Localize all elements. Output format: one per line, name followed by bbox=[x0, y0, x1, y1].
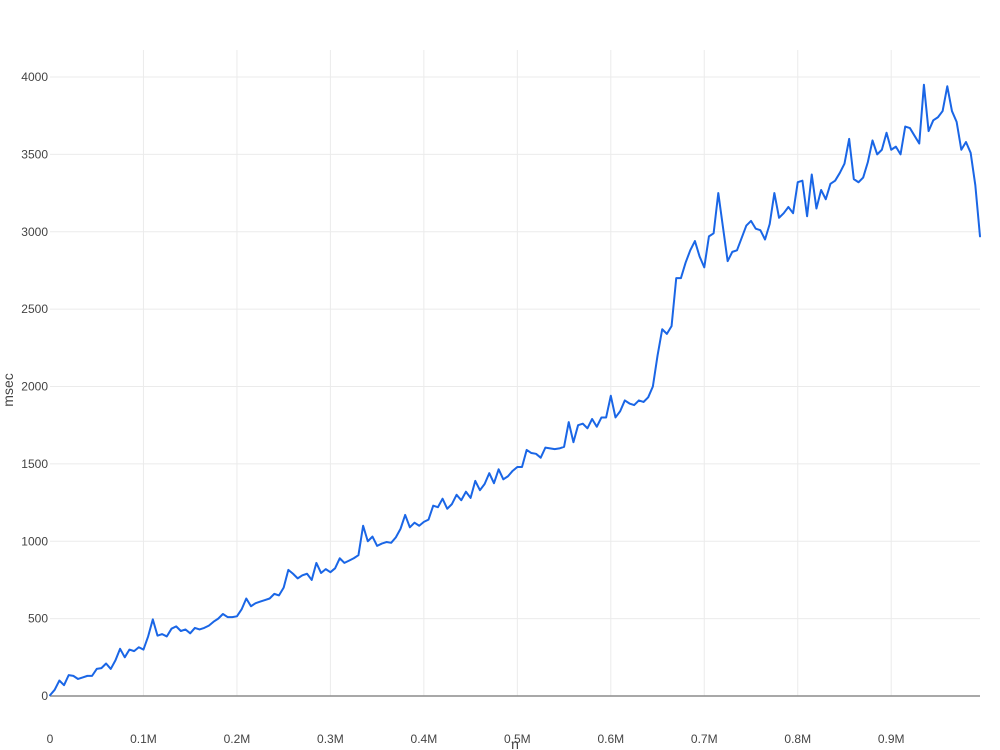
y-tick-label: 0 bbox=[41, 689, 48, 703]
x-tick-label: 0.3M bbox=[317, 732, 344, 746]
x-tick-label: 0.2M bbox=[224, 732, 251, 746]
x-tick-label: 0.8M bbox=[784, 732, 811, 746]
x-tick-label: 0.4M bbox=[411, 732, 438, 746]
x-tick-label: 0 bbox=[47, 732, 54, 746]
x-tick-label: 0.5M bbox=[504, 732, 531, 746]
series-line-0 bbox=[49, 83, 981, 697]
y-tick-label: 4000 bbox=[21, 70, 48, 84]
y-tick-label: 2500 bbox=[21, 302, 48, 316]
y-tick-label: 3500 bbox=[21, 147, 48, 161]
y-tick-label: 2000 bbox=[21, 380, 48, 394]
y-tick-label: 1000 bbox=[21, 534, 48, 548]
grid bbox=[50, 50, 980, 696]
x-tick-label: 0.6M bbox=[597, 732, 624, 746]
x-axis-title: n bbox=[511, 736, 519, 750]
x-tick-label: 0.7M bbox=[691, 732, 718, 746]
x-tick-label: 0.1M bbox=[130, 732, 157, 746]
series-layer bbox=[49, 83, 981, 697]
y-axis-title: msec bbox=[0, 373, 16, 406]
y-tick-label: 3000 bbox=[21, 225, 48, 239]
y-tick-label: 500 bbox=[28, 612, 48, 626]
tick-labels: 0 0.1M 0.2M 0.3M 0.4M 0.5M 0.6M 0.7M 0.8M 0.9M 0 50… bbox=[21, 70, 904, 746]
x-tick-label: 0.9M bbox=[878, 732, 905, 746]
y-tick-label: 1500 bbox=[21, 457, 48, 471]
